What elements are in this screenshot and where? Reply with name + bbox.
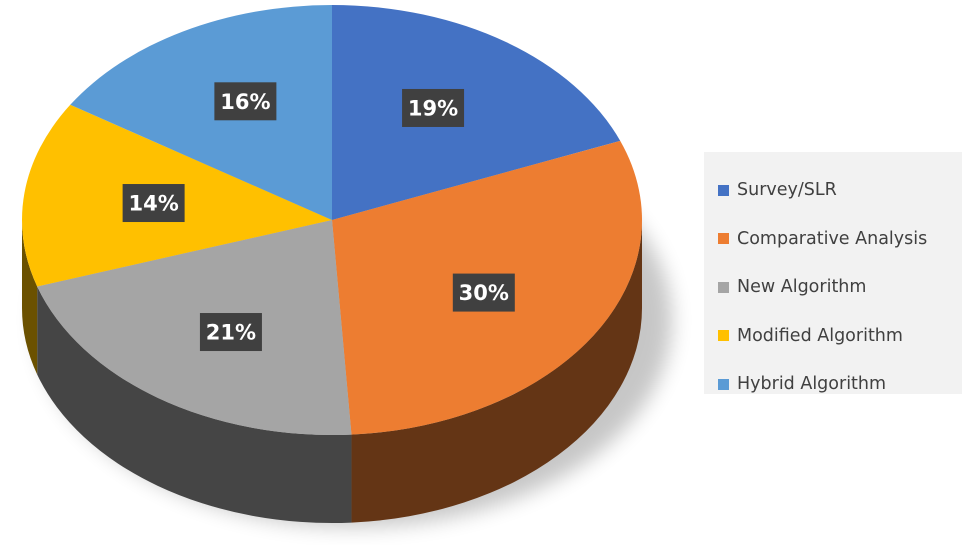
data-label-text-modified-algorithm: 14% bbox=[128, 192, 178, 216]
data-label-comparative-analysis: 30% bbox=[452, 273, 515, 312]
data-label-box-new-algorithm bbox=[199, 313, 262, 352]
legend-item-survey-slr: Survey/SLR bbox=[718, 166, 962, 215]
pie-side-modified-algorithm bbox=[22, 220, 38, 375]
data-label-box-comparative-analysis bbox=[452, 273, 515, 312]
pie-side-faces bbox=[22, 220, 642, 523]
pie-slice-hybrid-algorithm bbox=[70, 5, 332, 220]
pie-slice-survey-slr bbox=[332, 5, 621, 220]
pie-side-new-algorithm bbox=[37, 286, 352, 523]
legend-item-new-algorithm: New Algorithm bbox=[718, 263, 962, 312]
data-label-text-survey-slr: 19% bbox=[408, 96, 458, 120]
legend-item-modified-algorithm: Modified Algorithm bbox=[718, 312, 962, 361]
pie-side-comparative-analysis bbox=[351, 220, 642, 523]
legend-label-hybrid-algorithm: Hybrid Algorithm bbox=[737, 374, 887, 395]
legend-item-comparative-analysis: Comparative Analysis bbox=[718, 215, 962, 264]
data-label-modified-algorithm: 14% bbox=[122, 184, 185, 223]
legend-label-modified-algorithm: Modified Algorithm bbox=[737, 325, 903, 346]
pie-top-faces bbox=[21, 5, 642, 435]
legend-label-new-algorithm: New Algorithm bbox=[737, 277, 867, 298]
legend-item-hybrid-algorithm: Hybrid Algorithm bbox=[718, 360, 962, 409]
data-label-text-hybrid-algorithm: 16% bbox=[220, 90, 270, 114]
legend-swatch-hybrid-algorithm bbox=[718, 378, 729, 390]
data-label-new-algorithm: 21% bbox=[199, 313, 262, 352]
legend-label-comparative-analysis: Comparative Analysis bbox=[737, 228, 928, 249]
data-label-hybrid-algorithm: 16% bbox=[214, 82, 277, 121]
data-label-box-hybrid-algorithm bbox=[214, 82, 277, 121]
pie-data-labels: 19% 30% 21% 14% 16% bbox=[122, 82, 515, 352]
pie-slice-new-algorithm bbox=[37, 220, 352, 435]
legend-swatch-survey-slr bbox=[718, 184, 729, 196]
legend-swatch-comparative-analysis bbox=[718, 233, 729, 245]
data-label-survey-slr: 19% bbox=[402, 88, 465, 127]
legend-swatch-modified-algorithm bbox=[718, 330, 729, 342]
legend: Survey/SLR Comparative Analysis New Algo… bbox=[704, 152, 962, 394]
data-label-text-comparative-analysis: 30% bbox=[459, 281, 509, 305]
legend-swatch-new-algorithm bbox=[718, 281, 729, 293]
legend-label-survey-slr: Survey/SLR bbox=[737, 180, 837, 201]
data-label-box-modified-algorithm bbox=[122, 184, 185, 223]
data-label-text-new-algorithm: 21% bbox=[206, 321, 256, 345]
data-label-box-survey-slr bbox=[402, 88, 465, 127]
